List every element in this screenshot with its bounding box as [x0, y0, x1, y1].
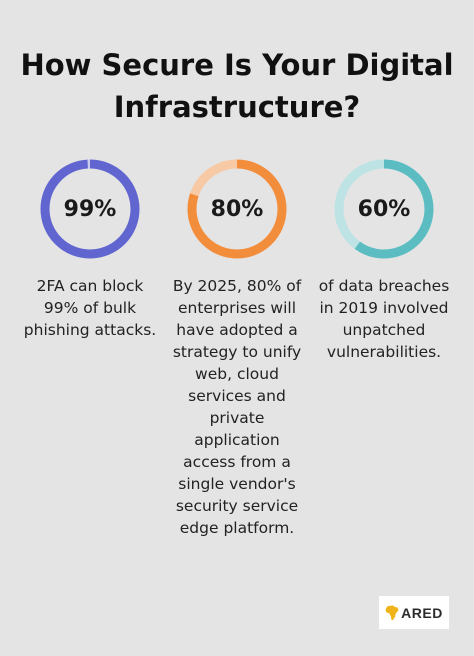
- donut-svg-2fa: [40, 159, 140, 259]
- description-line: web, cloud: [195, 365, 279, 383]
- description-line: single vendor's: [178, 475, 296, 493]
- stat-description-2fa: 2FA can block 99% of bulk phishing attac…: [15, 275, 165, 341]
- description-line: access from a: [183, 453, 291, 471]
- description-line: in 2019 involved: [319, 299, 449, 317]
- description-line: edge platform.: [179, 519, 295, 537]
- donut-arc-enterprises: [187, 159, 287, 259]
- description-line: By 2025, 80% of: [172, 277, 302, 295]
- description-line: private: [209, 409, 265, 427]
- donut-value-2fa: 99%: [63, 196, 117, 222]
- description-line: phishing attacks.: [23, 321, 157, 339]
- description-line: vulnerabilities.: [326, 343, 442, 361]
- description-line: unpatched: [342, 321, 426, 339]
- stat-card-enterprises: 80% By 2025, 80% of enterprises will hav…: [162, 155, 312, 539]
- donut-chart-2fa: 99%: [36, 155, 144, 263]
- donut-value-enterprises: 80%: [210, 196, 264, 222]
- description-line: application: [194, 431, 280, 449]
- donut-arc-breaches: [334, 159, 434, 259]
- description-line: 99% of bulk: [43, 299, 137, 317]
- ared-logo: ARED: [379, 596, 449, 629]
- description-line: services and: [188, 387, 286, 405]
- stat-description-enterprises: By 2025, 80% of enterprises will have ad…: [162, 275, 312, 539]
- description-line: security service: [175, 497, 299, 515]
- stat-description-breaches: of data breaches in 2019 involved unpatc…: [309, 275, 459, 363]
- description-line: enterprises will: [177, 299, 297, 317]
- title-line-1: How Secure Is Your Digital: [20, 48, 454, 82]
- description-line: have adopted a: [176, 321, 298, 339]
- stat-card-breaches: 60% of data breaches in 2019 involved un…: [309, 155, 459, 363]
- donut-svg-breaches: [334, 159, 434, 259]
- logo-text: ARED: [401, 604, 443, 621]
- africa-map-icon: [385, 605, 399, 620]
- donut-svg-enterprises: [187, 159, 287, 259]
- stat-card-2fa: 99% 2FA can block 99% of bulk phishing a…: [15, 155, 165, 341]
- donut-value-breaches: 60%: [357, 196, 411, 222]
- donut-arc-2fa: [40, 159, 140, 259]
- description-line: 2FA can block: [36, 277, 144, 295]
- donut-chart-breaches: 60%: [330, 155, 438, 263]
- page-title: How Secure Is Your Digital Infrastructur…: [0, 44, 474, 128]
- donut-chart-enterprises: 80%: [183, 155, 291, 263]
- description-line: of data breaches: [318, 277, 450, 295]
- title-line-2: Infrastructure?: [113, 90, 361, 124]
- description-line: strategy to unify: [172, 343, 302, 361]
